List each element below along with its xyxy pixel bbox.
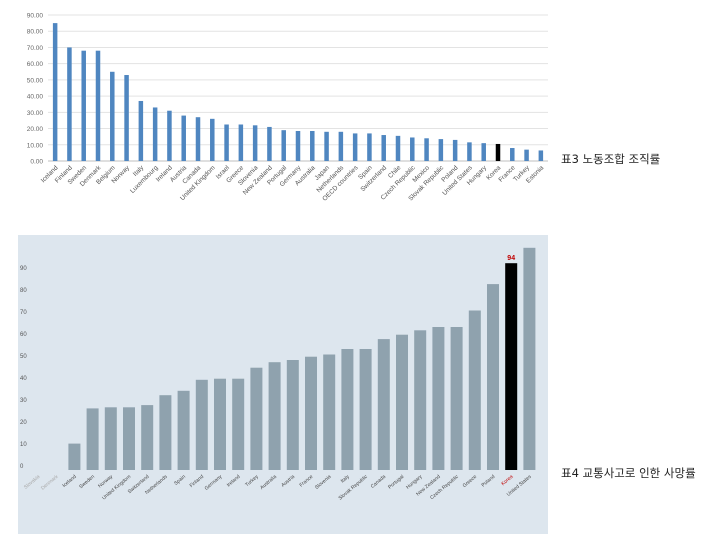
bar-belgium bbox=[110, 71, 115, 161]
y-tick-label: 0.00 bbox=[30, 159, 43, 166]
bar-czech-republic bbox=[410, 137, 415, 161]
bar-portugal bbox=[396, 334, 408, 470]
y-tick-label: 80 bbox=[20, 288, 27, 294]
y-tick-label: 20 bbox=[20, 420, 27, 426]
bar-greece bbox=[468, 310, 481, 470]
bar-spain bbox=[367, 133, 372, 161]
bar-oecd-countries bbox=[352, 133, 358, 161]
bar-iceland bbox=[52, 23, 58, 161]
chart-background bbox=[18, 235, 548, 534]
y-tick-label: 20.00 bbox=[27, 126, 44, 133]
union-density-chart: 0.00 10.00 20.00 30.00 40.00 50.00 60.00 70.00 8… bbox=[27, 13, 548, 203]
bar-hungary bbox=[414, 330, 427, 470]
y-tick-label: 60 bbox=[20, 332, 27, 338]
bar-norway bbox=[104, 407, 117, 470]
bar-norway bbox=[124, 75, 129, 161]
bar-canada bbox=[195, 117, 201, 161]
bar-slovak-republic bbox=[359, 349, 372, 470]
y-tick-label: 40.00 bbox=[27, 94, 44, 101]
y-tick-label: 40 bbox=[20, 376, 27, 382]
bar-new-zealand bbox=[267, 126, 272, 161]
y-tick-label: 50 bbox=[20, 354, 27, 360]
bar-turkey bbox=[250, 367, 263, 470]
bar-mexico bbox=[424, 138, 429, 161]
y-tick-label: 90.00 bbox=[27, 13, 44, 20]
y-tick-label: 70 bbox=[20, 310, 27, 316]
bar-france bbox=[305, 356, 317, 470]
y-tick-label: 50.00 bbox=[27, 77, 44, 84]
bar-slovenia bbox=[252, 125, 258, 161]
bar-australia bbox=[268, 362, 281, 470]
chart2-caption: 표4 교통사고로 인한 사망률 bbox=[561, 466, 696, 480]
bar-japan bbox=[324, 131, 329, 161]
y-tick-label: 80.00 bbox=[27, 29, 44, 36]
bar-iceland bbox=[68, 443, 81, 470]
bar-austria bbox=[181, 115, 186, 161]
bar-australia bbox=[310, 130, 315, 161]
bar-italy bbox=[138, 100, 144, 161]
bar-korea bbox=[495, 143, 501, 161]
bar-slovak-republic bbox=[438, 139, 444, 161]
bar-germany bbox=[295, 130, 301, 161]
bar-poland bbox=[452, 139, 458, 161]
bar-denmark bbox=[95, 50, 101, 161]
x-tick-label: Italy bbox=[340, 474, 351, 485]
y-tick-label: 60.00 bbox=[27, 61, 44, 68]
bar-ireland bbox=[232, 378, 245, 470]
bar-finland bbox=[67, 47, 72, 161]
bar-slovenia bbox=[323, 354, 336, 470]
bar-netherlands bbox=[159, 395, 172, 470]
bar-austria bbox=[286, 360, 299, 470]
bar-sweden bbox=[86, 408, 99, 470]
chart1-caption: 표3 노동조합 조직률 bbox=[561, 152, 661, 166]
bar-united-states bbox=[467, 142, 472, 161]
bar-finland bbox=[195, 379, 208, 470]
bar-germany bbox=[214, 378, 226, 470]
bar-portugal bbox=[281, 130, 286, 161]
bar-turkey bbox=[524, 149, 529, 161]
y-tick-label: 0 bbox=[20, 464, 24, 470]
bar-united-kingdom bbox=[123, 407, 135, 470]
bar-netherlands bbox=[338, 131, 344, 161]
bar-sweden bbox=[81, 50, 86, 161]
y-tick-label: 10 bbox=[20, 442, 27, 448]
y-tick-label: 70.00 bbox=[27, 45, 44, 52]
bar-italy bbox=[341, 349, 354, 470]
bar-spain bbox=[177, 390, 190, 470]
bar-ireland bbox=[167, 110, 172, 161]
bar-canada bbox=[377, 339, 390, 470]
bar-switzerland bbox=[141, 405, 154, 470]
bar-france bbox=[510, 148, 515, 161]
y-tick-label: 90 bbox=[20, 266, 27, 272]
bar-korea bbox=[505, 263, 518, 470]
y-tick-label: 30.00 bbox=[27, 110, 44, 117]
y-tick-label: 30 bbox=[20, 398, 27, 404]
bar-new-zealand bbox=[432, 327, 445, 470]
data-label-korea: 94 bbox=[507, 255, 515, 262]
bar-united-kingdom bbox=[210, 118, 215, 161]
bar-luxembourg bbox=[152, 107, 158, 161]
bar-czech-republic bbox=[450, 327, 463, 470]
bar-poland bbox=[487, 284, 499, 470]
bar-hungary bbox=[481, 143, 486, 161]
bar-estonia bbox=[538, 150, 544, 161]
bar-israel bbox=[224, 124, 229, 161]
y-tick-label: 10.00 bbox=[27, 142, 44, 149]
bar-greece bbox=[238, 124, 244, 161]
bar-switzerland bbox=[381, 135, 386, 161]
bar-chile bbox=[395, 135, 401, 161]
bar-united-states bbox=[523, 247, 536, 470]
